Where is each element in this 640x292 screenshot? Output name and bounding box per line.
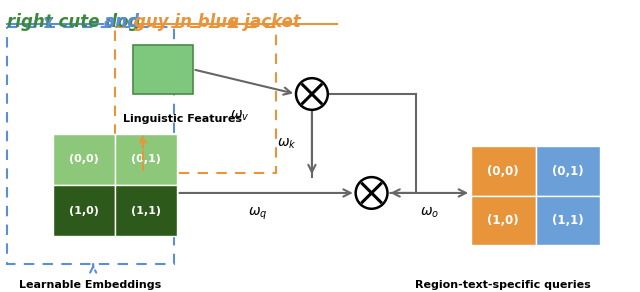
FancyBboxPatch shape	[115, 185, 177, 237]
Circle shape	[356, 177, 387, 209]
Text: right cute dog: right cute dog	[6, 13, 146, 31]
Text: (1,1): (1,1)	[131, 206, 161, 216]
Text: $\omega_q$: $\omega_q$	[248, 206, 268, 222]
Text: (1,1): (1,1)	[552, 214, 584, 227]
Text: (0,1): (0,1)	[552, 165, 584, 178]
FancyBboxPatch shape	[53, 185, 115, 237]
Text: (0,0): (0,0)	[69, 154, 99, 164]
Text: and: and	[104, 13, 145, 31]
Text: $\omega_o$: $\omega_o$	[420, 206, 439, 220]
FancyBboxPatch shape	[471, 147, 536, 196]
Text: Region-text-specific queries: Region-text-specific queries	[415, 280, 591, 290]
FancyBboxPatch shape	[133, 44, 193, 94]
Text: $\omega_k$: $\omega_k$	[277, 136, 297, 151]
FancyBboxPatch shape	[536, 196, 600, 245]
FancyBboxPatch shape	[53, 133, 115, 185]
Text: (1,0): (1,0)	[488, 214, 519, 227]
Text: guy in blue jacket: guy in blue jacket	[134, 13, 301, 31]
Text: (0,1): (0,1)	[131, 154, 161, 164]
Text: (1,0): (1,0)	[69, 206, 99, 216]
Circle shape	[296, 78, 328, 110]
Text: $\omega_v$: $\omega_v$	[230, 109, 249, 123]
Text: Learnable Embeddings: Learnable Embeddings	[19, 280, 161, 290]
FancyBboxPatch shape	[471, 196, 536, 245]
FancyBboxPatch shape	[536, 147, 600, 196]
Text: Linguistic Features: Linguistic Features	[123, 114, 242, 124]
Text: (0,0): (0,0)	[488, 165, 519, 178]
FancyBboxPatch shape	[115, 133, 177, 185]
